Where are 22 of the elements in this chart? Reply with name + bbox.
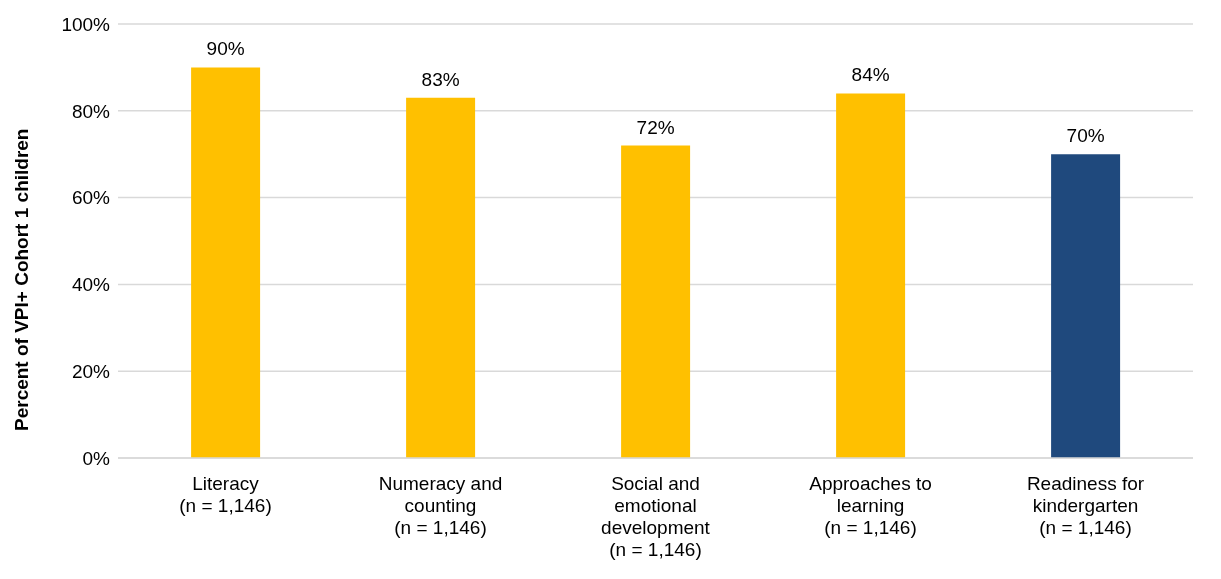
bar: [191, 67, 261, 458]
data-label: 72%: [636, 116, 675, 138]
data-label: 90%: [206, 38, 245, 60]
x-tick-label: Literacy (n = 1,146): [179, 473, 272, 516]
y-axis-title: Percent of VPI+ Cohort 1 children: [10, 128, 32, 431]
y-tick-label: 60%: [71, 187, 111, 209]
y-tick-label: 0%: [82, 447, 111, 469]
data-label: 84%: [851, 64, 890, 86]
y-tick-label: 80%: [71, 100, 111, 122]
bar: [836, 93, 906, 458]
bar: [406, 97, 476, 458]
y-tick-label: 40%: [71, 274, 111, 296]
bar: [1051, 154, 1121, 458]
x-tick-label: Approaches to learning (n = 1,146): [809, 473, 932, 538]
data-label: 70%: [1066, 125, 1105, 147]
bar: [621, 145, 691, 458]
x-tick-label: Social and emotional development (n = 1,146): [601, 473, 711, 560]
y-tick-label: 100%: [61, 13, 111, 35]
x-tick-label: Numeracy and counting (n = 1,146): [378, 473, 503, 538]
y-tick-label: 20%: [71, 360, 111, 382]
data-label: 83%: [421, 68, 460, 90]
x-tick-label: Readiness for kindergarten (n = 1,146): [1026, 473, 1145, 538]
